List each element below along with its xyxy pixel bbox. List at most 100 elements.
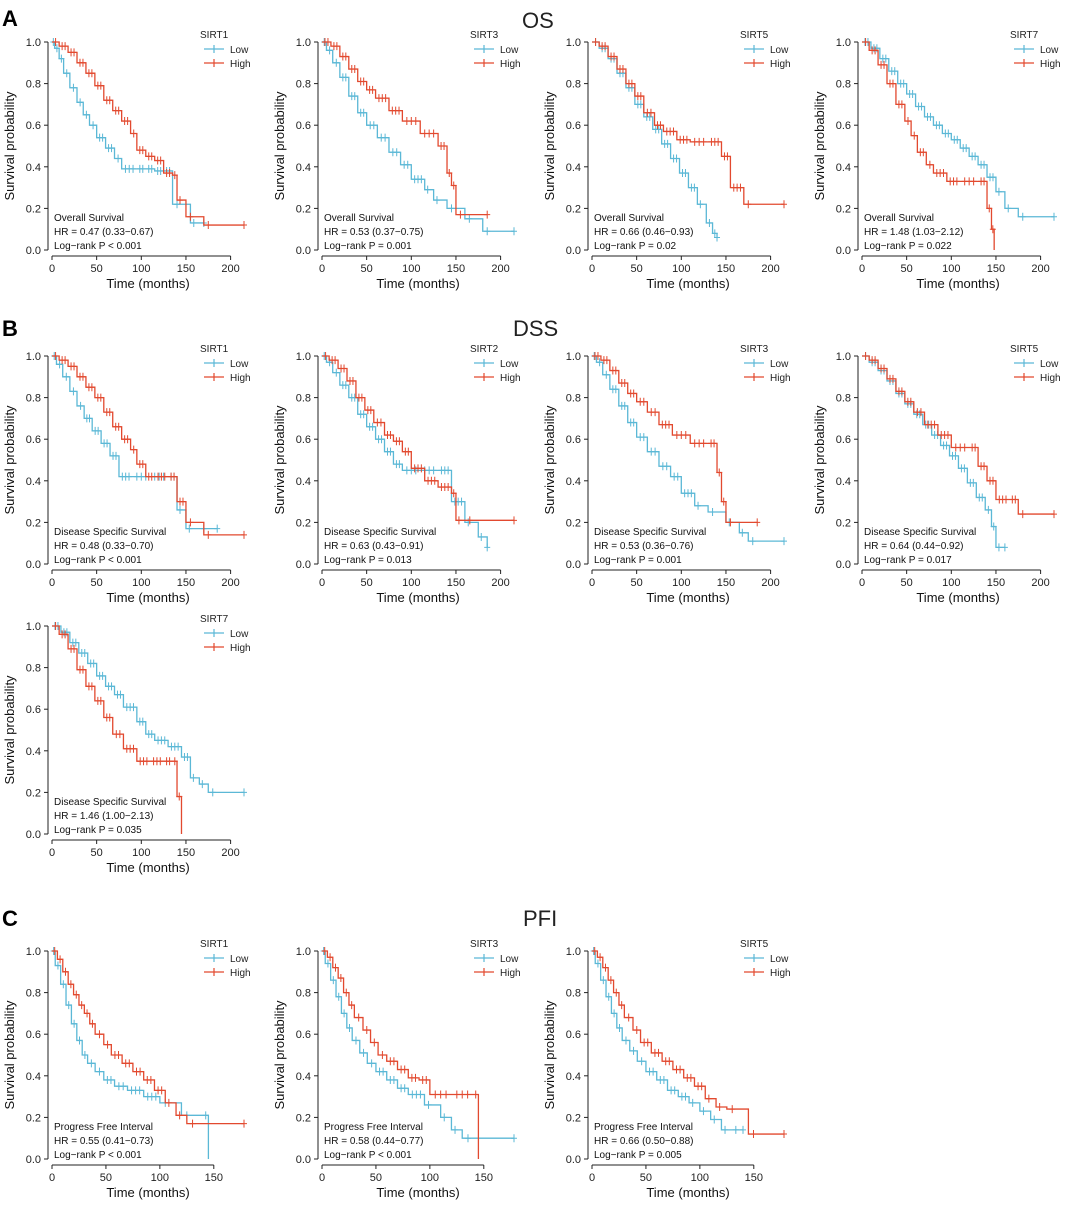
- y-axis-title: Survival probability: [812, 91, 827, 201]
- y-tick-label: 0.8: [26, 663, 41, 675]
- y-tick-label: 0.0: [26, 829, 41, 841]
- censor-mark: [709, 508, 716, 516]
- x-tick-label: 0: [859, 577, 865, 589]
- y-tick-label: 0.4: [566, 1071, 581, 1083]
- y-tick-label: 0.0: [566, 1154, 581, 1166]
- censor-mark: [120, 1082, 127, 1091]
- censor-mark: [124, 435, 131, 444]
- y-tick-label: 1.0: [296, 351, 311, 363]
- censor-mark: [433, 196, 440, 205]
- x-tick-label: 100: [402, 263, 420, 275]
- censor-mark: [453, 1090, 460, 1099]
- censor-mark: [83, 110, 90, 119]
- annotation-line-3: Log−rank P = 0.017: [864, 555, 952, 566]
- censor-mark: [612, 385, 619, 394]
- censor-mark: [597, 953, 604, 962]
- x-tick-label: 0: [49, 263, 55, 275]
- y-axis-title: Survival probability: [542, 1000, 557, 1110]
- section-title-dss: DSS: [513, 316, 559, 341]
- legend-label-low: Low: [1040, 45, 1059, 56]
- censor-mark: [343, 988, 350, 997]
- censor-mark: [214, 524, 221, 533]
- censor-mark: [698, 1082, 705, 1091]
- censor-mark: [1019, 510, 1026, 519]
- x-tick-label: 150: [447, 263, 465, 275]
- annotation-line-3: Log−rank P < 0.001: [324, 1150, 412, 1161]
- censor-mark: [666, 420, 673, 429]
- y-tick-label: 0.2: [26, 787, 41, 799]
- censor-mark: [714, 233, 721, 242]
- annotation-line-3: Log−rank P = 0.022: [864, 241, 952, 252]
- legend-label-low: Low: [1040, 359, 1059, 370]
- censor-mark: [981, 462, 988, 471]
- censor-mark: [401, 1084, 408, 1093]
- x-axis-title: Time (months): [106, 590, 189, 605]
- annotation-line-1: Disease Specific Survival: [54, 797, 166, 808]
- series-line-high: [862, 355, 1054, 515]
- legend-label-high: High: [230, 59, 251, 70]
- censor-mark: [633, 1026, 640, 1035]
- censor-mark: [970, 478, 977, 487]
- censor-mark: [689, 1098, 696, 1107]
- y-tick-label: 0.0: [836, 245, 851, 257]
- legend-title: SIRT1: [200, 939, 229, 950]
- censor-mark: [953, 177, 960, 186]
- censor-mark: [115, 422, 122, 431]
- censor-mark: [86, 414, 93, 423]
- censor-mark: [360, 77, 367, 86]
- x-axis-title: Time (months): [376, 590, 459, 605]
- censor-mark: [705, 1094, 712, 1103]
- censor-mark: [443, 1090, 450, 1099]
- legend-label-low: Low: [230, 954, 249, 965]
- censor-mark: [628, 79, 635, 88]
- y-axis-title: Survival probability: [272, 91, 287, 201]
- legend-label-high: High: [770, 373, 791, 384]
- x-tick-label: 100: [132, 263, 150, 275]
- legend-title: SIRT7: [1010, 30, 1039, 41]
- y-tick-label: 0.4: [26, 162, 41, 174]
- panel-letter-a: A: [2, 6, 18, 31]
- censor-mark: [936, 121, 943, 130]
- censor-mark: [605, 992, 612, 1001]
- censor-mark: [241, 530, 247, 539]
- censor-mark: [431, 476, 438, 485]
- censor-mark: [737, 183, 744, 192]
- y-tick-label: 1.0: [26, 37, 41, 49]
- censor-mark: [600, 976, 607, 985]
- x-axis-title: Time (months): [106, 860, 189, 875]
- x-tick-label: 50: [631, 263, 643, 275]
- x-tick-label: 50: [91, 847, 103, 859]
- censor-mark: [688, 489, 695, 498]
- censor-mark: [430, 466, 437, 475]
- censor-mark: [926, 160, 933, 169]
- censor-mark: [711, 439, 718, 448]
- censor-mark: [106, 713, 113, 722]
- censor-mark: [405, 447, 412, 456]
- km-plot-c-sirt5: 0.0 0.2 0.4 0.6 0.8 1.0 0 50 100 150 Time (months)…: [542, 939, 791, 1200]
- censor-mark: [655, 125, 662, 134]
- legend-label-low: Low: [500, 954, 519, 965]
- censor-mark: [70, 83, 77, 92]
- legend-label-high: High: [230, 643, 251, 654]
- x-tick-label: 0: [589, 263, 595, 275]
- y-tick-label: 0.8: [26, 988, 41, 1000]
- y-tick-label: 0.0: [566, 559, 581, 571]
- censor-mark: [363, 1026, 370, 1035]
- censor-mark: [673, 154, 680, 163]
- censor-mark: [459, 1090, 466, 1099]
- censor-mark: [619, 65, 626, 74]
- y-tick-label: 0.6: [296, 1029, 311, 1041]
- censor-mark: [1001, 543, 1008, 552]
- censor-mark: [202, 1111, 209, 1120]
- censor-mark: [907, 397, 914, 406]
- x-axis-title: Time (months): [376, 276, 459, 291]
- censor-mark: [88, 69, 95, 78]
- x-tick-label: 50: [91, 263, 103, 275]
- annotation-line-2: HR = 1.46 (1.00−2.13): [54, 811, 154, 822]
- y-axis-title: Survival probability: [2, 405, 17, 515]
- censor-mark: [630, 389, 637, 398]
- censor-mark: [472, 1090, 479, 1099]
- annotation-line-2: HR = 0.66 (0.46−0.93): [594, 227, 694, 238]
- censor-mark: [611, 52, 618, 61]
- legend-label-low: Low: [770, 359, 789, 370]
